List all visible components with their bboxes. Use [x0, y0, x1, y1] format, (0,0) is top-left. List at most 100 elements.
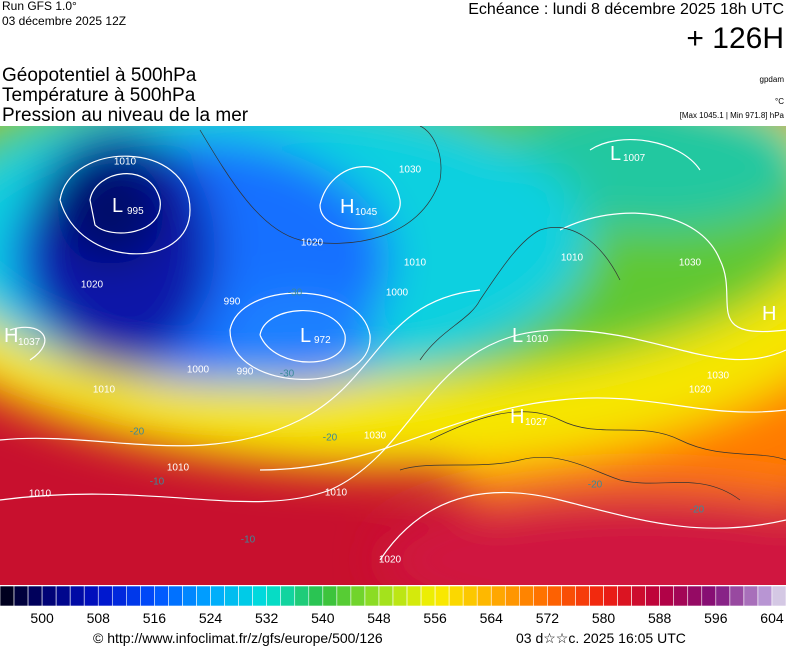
colorbar-tick-label: 524: [199, 610, 223, 626]
colorbar-tick-label: 508: [87, 610, 111, 626]
color-cell: [631, 585, 646, 607]
color-cell: [757, 585, 773, 607]
isobar-label: 1010: [93, 385, 116, 396]
color-cell: [266, 585, 282, 607]
run-label: Run GFS 1.0°: [2, 0, 77, 13]
colorbar-tick-label: 588: [648, 610, 672, 626]
color-cell: [13, 585, 29, 607]
color-cell: [743, 585, 759, 607]
isobar-label: 1000: [386, 288, 409, 299]
isobar-label: 1010: [561, 253, 584, 264]
center-value: 972: [314, 335, 331, 346]
center-value: 1010: [526, 334, 549, 345]
isobar-label: 1020: [689, 385, 712, 396]
color-cell: [294, 585, 310, 607]
isobar-label: 1000: [187, 365, 210, 376]
color-cell: [645, 585, 660, 607]
color-cell: [519, 585, 534, 607]
color-cell: [350, 585, 366, 607]
color-cell: [0, 585, 15, 607]
temperature-label: -20: [690, 505, 705, 516]
color-cell: [673, 585, 689, 607]
colorbar-tick-label: 596: [704, 610, 728, 626]
colorbar-tick-label: 580: [592, 610, 616, 626]
coastlines: [199, 126, 786, 501]
color-cell: [687, 585, 703, 607]
field-name: Pression au niveau de la mer: [2, 105, 249, 126]
isobar-label: 990: [237, 367, 254, 378]
center-value: 1007: [623, 153, 646, 164]
center-symbol: L: [610, 143, 621, 165]
color-cell: [715, 585, 731, 607]
color-cell: [364, 585, 380, 607]
color-cell: [659, 585, 675, 607]
temperature-label: -20: [323, 433, 338, 444]
temperature-label: -30: [280, 369, 295, 380]
colorbar: 500 508 516 524 532 540 548 556 564 572 580 588 596 6…: [0, 585, 786, 626]
temperature-label: -10: [150, 477, 165, 488]
color-cell: [224, 585, 239, 607]
colorbar-tick-label: 500: [30, 610, 54, 626]
temperature-label: -20: [588, 480, 603, 491]
isobar-label: 1030: [707, 371, 730, 382]
color-cell: [490, 585, 506, 607]
valid-time: Echéance : lundi 8 décembre 2025 18h UTC: [468, 1, 784, 18]
isobar-label: 1020: [379, 555, 402, 566]
center-value: 995: [127, 206, 144, 217]
color-cell: [392, 585, 408, 607]
color-cell: [210, 585, 225, 607]
color-cell: [617, 585, 632, 607]
field-name: Géopotentiel à 500hPa: [2, 65, 197, 86]
isobar-label: 1030: [364, 431, 387, 442]
color-cell: [701, 585, 717, 607]
color-cell: [168, 585, 183, 607]
unit-label: [Max 1045.1 | Min 971.8] hPa: [680, 111, 785, 120]
unit-label: gpdam: [760, 75, 785, 84]
color-cell: [561, 585, 576, 607]
color-cell: [336, 585, 352, 607]
timestamp: 03 d☆☆c. 2025 16:05 UTC: [516, 630, 686, 646]
colorbar-tick-label: 540: [311, 610, 335, 626]
center-value: 1037: [18, 337, 41, 348]
colorbar-tick-label: 572: [536, 610, 560, 626]
unit-label: °C: [775, 97, 784, 106]
center-value: 1027: [525, 417, 548, 428]
color-cell: [111, 585, 127, 607]
colorbar-tick-label: 564: [480, 610, 504, 626]
color-cell: [378, 585, 394, 607]
temperature-label: -10: [241, 535, 256, 546]
temperature-label: -30: [288, 288, 303, 299]
center-symbol: H: [340, 196, 354, 218]
color-cell: [308, 585, 324, 607]
color-cell: [41, 585, 57, 607]
center-symbol: H: [4, 325, 18, 347]
color-cell: [238, 585, 253, 607]
isobar-label: 1030: [679, 258, 702, 269]
color-cell: [252, 585, 267, 607]
isobars: [0, 139, 786, 561]
color-cell: [448, 585, 464, 607]
color-cell: [504, 585, 520, 607]
center-value: 1045: [355, 207, 378, 218]
isobar-label: 1010: [29, 489, 52, 500]
colorbar-tick-label: 556: [423, 610, 447, 626]
color-cell: [154, 585, 169, 607]
color-cell: [97, 585, 113, 607]
field-shading: [0, 126, 786, 585]
color-cell: [476, 585, 492, 607]
colorbar-tick-label: 516: [143, 610, 167, 626]
isobar-label: 1010: [114, 157, 137, 168]
color-cell: [575, 585, 590, 607]
color-cell: [126, 585, 141, 607]
colorbar-tick-label: 532: [255, 610, 279, 626]
field-name: Température à 500hPa: [2, 85, 196, 106]
source-link: © http://www.infoclimat.fr/z/gfs/europe/…: [93, 630, 383, 646]
color-cell: [771, 585, 786, 607]
color-cell: [69, 585, 85, 607]
color-cell: [182, 585, 197, 607]
isobar-label: 1020: [301, 238, 324, 249]
isobar-label: 1010: [325, 488, 348, 499]
color-cell: [533, 585, 548, 607]
center-symbol: H: [762, 303, 776, 325]
